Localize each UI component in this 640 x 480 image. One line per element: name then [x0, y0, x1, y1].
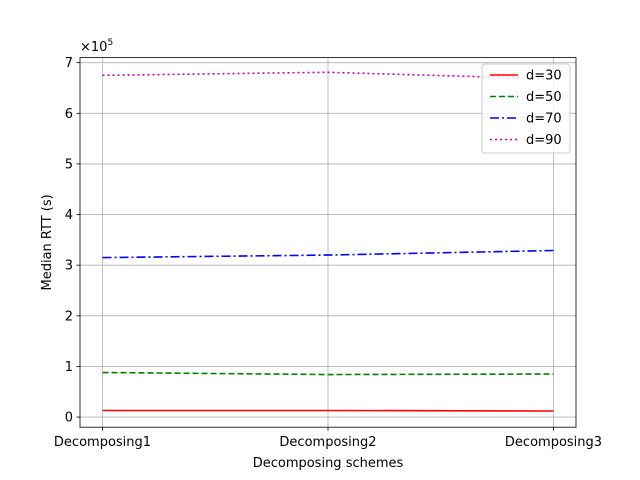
legend-label: d=50	[526, 90, 562, 105]
y-tick-label: 6	[65, 107, 73, 122]
y-axis-offset-label: ×105	[80, 38, 113, 55]
y-tick-label: 4	[65, 208, 73, 223]
y-tick-label: 1	[65, 360, 73, 375]
axis-ticks: Decomposing1 Decomposing2 Decomposing3 0 1 2 3…	[54, 56, 602, 450]
series-line-d-30	[102, 409, 554, 412]
y-tick-label: 2	[65, 309, 73, 324]
series-line-d-70	[102, 249, 554, 259]
series-line-d-90	[102, 71, 554, 80]
y-tick-label: 3	[65, 259, 73, 274]
series-lines	[102, 71, 554, 412]
x-tick-label: Decomposing1	[54, 435, 151, 450]
y-axis-label: Median RTT (s)	[40, 194, 55, 290]
x-tick-label: Decomposing2	[279, 435, 376, 450]
series-line-d-50	[102, 371, 554, 376]
legend: d=30 d=50 d=70 d=90	[481, 63, 571, 154]
y-tick-label: 7	[65, 56, 73, 71]
y-tick-label: 5	[65, 157, 73, 172]
y-axis-offset-base: ×10	[80, 40, 107, 55]
y-tick-label: 0	[65, 411, 73, 426]
y-axis-offset-exponent: 5	[107, 38, 113, 48]
legend-label: d=90	[526, 133, 562, 148]
x-tick-label: Decomposing3	[505, 435, 602, 450]
x-axis-label: Decomposing schemes	[253, 456, 404, 471]
legend-label: d=30	[526, 69, 562, 84]
legend-label: d=70	[526, 112, 562, 127]
legend-box	[481, 63, 571, 154]
